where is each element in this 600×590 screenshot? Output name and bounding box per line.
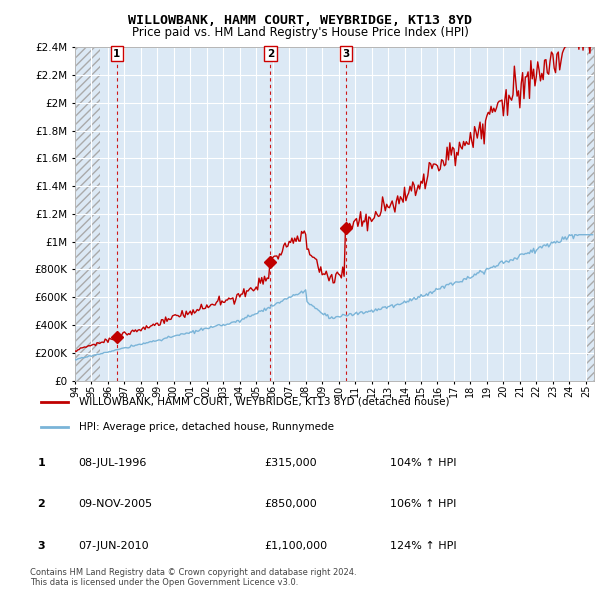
Text: 106% ↑ HPI: 106% ↑ HPI	[390, 500, 457, 509]
Text: 09-NOV-2005: 09-NOV-2005	[78, 500, 152, 509]
Polygon shape	[586, 47, 594, 381]
Text: 08-JUL-1996: 08-JUL-1996	[78, 458, 146, 468]
Text: HPI: Average price, detached house, Runnymede: HPI: Average price, detached house, Runn…	[79, 422, 334, 432]
Text: 2: 2	[267, 49, 274, 59]
Text: WILLOWBANK, HAMM COURT, WEYBRIDGE, KT13 8YD (detached house): WILLOWBANK, HAMM COURT, WEYBRIDGE, KT13 …	[79, 397, 449, 407]
Text: 2: 2	[38, 500, 45, 509]
Text: 104% ↑ HPI: 104% ↑ HPI	[390, 458, 457, 468]
Text: 1: 1	[38, 458, 45, 468]
Text: Contains HM Land Registry data © Crown copyright and database right 2024.
This d: Contains HM Land Registry data © Crown c…	[30, 568, 356, 587]
Text: 1: 1	[113, 49, 121, 59]
Text: WILLOWBANK, HAMM COURT, WEYBRIDGE, KT13 8YD: WILLOWBANK, HAMM COURT, WEYBRIDGE, KT13 …	[128, 14, 472, 27]
Text: £315,000: £315,000	[264, 458, 317, 468]
Text: 3: 3	[38, 541, 45, 550]
Text: £850,000: £850,000	[264, 500, 317, 509]
Text: 07-JUN-2010: 07-JUN-2010	[78, 541, 149, 550]
Text: 124% ↑ HPI: 124% ↑ HPI	[390, 541, 457, 550]
Text: £1,100,000: £1,100,000	[264, 541, 327, 550]
Text: Price paid vs. HM Land Registry's House Price Index (HPI): Price paid vs. HM Land Registry's House …	[131, 26, 469, 39]
Text: 3: 3	[342, 49, 349, 59]
Polygon shape	[75, 47, 100, 381]
